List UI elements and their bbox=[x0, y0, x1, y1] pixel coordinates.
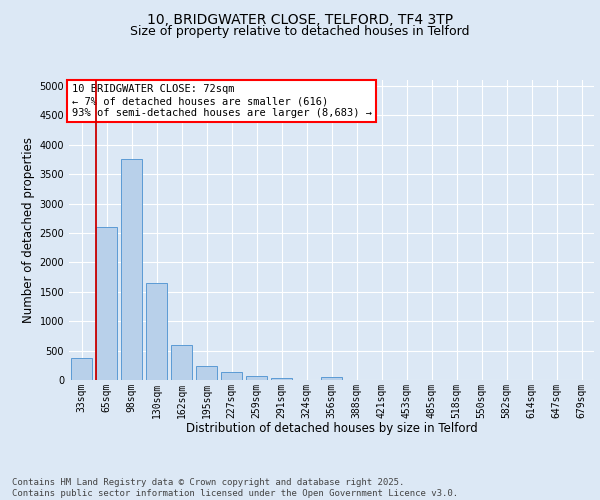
Bar bbox=[96, 227, 117, 380]
Bar bbox=[171, 344, 192, 380]
Bar bbox=[121, 160, 142, 380]
Text: Size of property relative to detached houses in Telford: Size of property relative to detached ho… bbox=[130, 25, 470, 38]
Bar bbox=[146, 283, 167, 380]
Bar bbox=[246, 376, 267, 380]
Bar bbox=[196, 366, 217, 380]
X-axis label: Distribution of detached houses by size in Telford: Distribution of detached houses by size … bbox=[185, 422, 478, 435]
Text: 10, BRIDGWATER CLOSE, TELFORD, TF4 3TP: 10, BRIDGWATER CLOSE, TELFORD, TF4 3TP bbox=[147, 12, 453, 26]
Text: Contains HM Land Registry data © Crown copyright and database right 2025.
Contai: Contains HM Land Registry data © Crown c… bbox=[12, 478, 458, 498]
Y-axis label: Number of detached properties: Number of detached properties bbox=[22, 137, 35, 323]
Bar bbox=[321, 377, 342, 380]
Bar bbox=[71, 358, 92, 380]
Bar bbox=[221, 372, 242, 380]
Bar bbox=[271, 378, 292, 380]
Text: 10 BRIDGWATER CLOSE: 72sqm
← 7% of detached houses are smaller (616)
93% of semi: 10 BRIDGWATER CLOSE: 72sqm ← 7% of detac… bbox=[71, 84, 371, 117]
